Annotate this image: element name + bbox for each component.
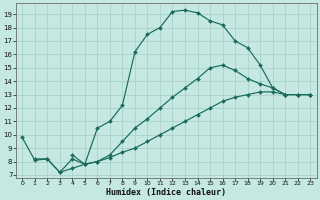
X-axis label: Humidex (Indice chaleur): Humidex (Indice chaleur)	[106, 188, 226, 197]
